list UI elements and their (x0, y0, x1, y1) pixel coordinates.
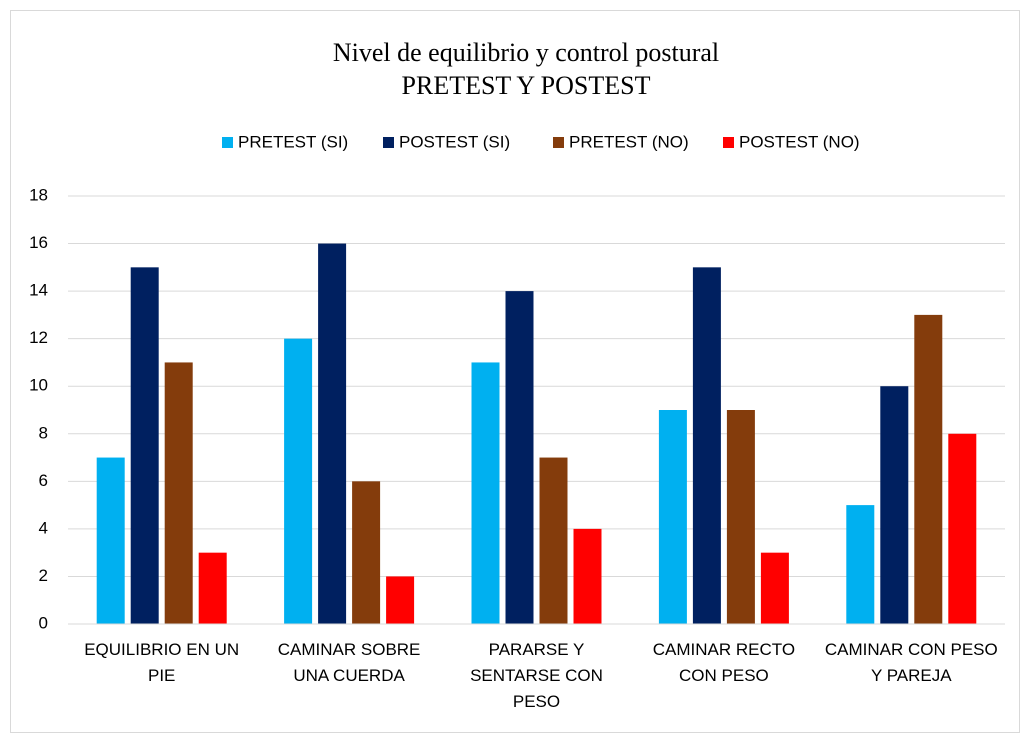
bar (471, 362, 500, 624)
legend-label: PRETEST (SI) (238, 132, 348, 151)
bar (164, 362, 193, 624)
bar (914, 314, 943, 624)
chart-subtitle: PRETEST Y POSTEST (402, 71, 651, 100)
x-tick-label: PARARSE Y SENTARSE CON PESO (470, 640, 603, 711)
bar (948, 433, 977, 624)
bar (658, 410, 687, 624)
legend-swatch (222, 137, 233, 148)
bar (726, 410, 755, 624)
bar (198, 552, 227, 624)
bar (760, 552, 789, 624)
legend-swatch (383, 137, 394, 148)
y-tick-label: 6 (39, 471, 48, 490)
bar (573, 528, 602, 624)
chart-title: Nivel de equilibrio y control postural (333, 38, 719, 67)
bar (692, 267, 721, 624)
y-tick-label: 0 (39, 613, 48, 632)
bar (386, 576, 415, 624)
x-tick-label: CAMINAR RECTO CON PESO (652, 640, 796, 685)
y-tick-label: 12 (29, 328, 48, 347)
y-tick-label: 2 (39, 566, 48, 585)
y-tick-label: 14 (29, 281, 48, 300)
bar (96, 457, 125, 624)
bar (539, 457, 568, 624)
legend-swatch (553, 137, 564, 148)
bar (846, 505, 875, 624)
legend-swatch (723, 137, 734, 148)
y-tick-label: 10 (29, 376, 48, 395)
bar (880, 386, 909, 624)
y-tick-label: 4 (39, 518, 48, 537)
y-tick-label: 8 (39, 423, 48, 442)
legend-label: POSTEST (SI) (399, 132, 510, 151)
bar (352, 481, 381, 624)
x-tick-label: CAMINAR CON PESO Y PAREJA (824, 640, 998, 685)
legend-label: POSTEST (NO) (739, 132, 860, 151)
bar (284, 338, 313, 624)
y-tick-label: 16 (29, 233, 48, 252)
bar (130, 267, 159, 624)
legend-label: PRETEST (NO) (569, 132, 689, 151)
x-tick-label: EQUILIBRIO EN UN PIE (84, 640, 240, 685)
x-tick-label: CAMINAR SOBRE UNA CUERDA (277, 640, 421, 685)
bar (318, 243, 347, 625)
bar (505, 291, 534, 624)
y-tick-label: 18 (29, 185, 48, 204)
